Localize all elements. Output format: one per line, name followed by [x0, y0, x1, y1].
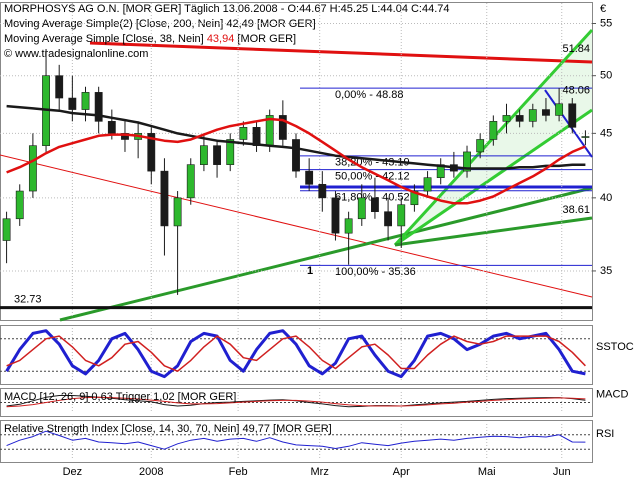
support-label: 32.73	[14, 294, 42, 306]
panel-legend: Relative Strength Index [Close, 14, 30, …	[4, 423, 332, 435]
unit: €	[600, 3, 606, 15]
candle-body	[226, 139, 235, 165]
candle-body	[2, 218, 11, 241]
candle-body	[213, 145, 221, 165]
wave-label: 1	[307, 265, 313, 277]
candle-body	[568, 103, 577, 128]
x-tick-label: Apr	[393, 466, 410, 478]
trend-line	[394, 216, 593, 247]
candle-body	[397, 204, 406, 227]
candle-body	[476, 139, 485, 153]
rsi-panel	[0, 420, 593, 463]
x-tick-label: Dez	[63, 466, 83, 478]
candle-body	[318, 184, 327, 199]
x-tick-label: 2008	[139, 466, 163, 478]
candle-body	[199, 145, 208, 165]
source: © www.tradesignalonline.com	[4, 48, 148, 60]
candle-body	[515, 115, 524, 122]
candle-body	[384, 211, 393, 227]
x-tick-label: Feb	[229, 466, 248, 478]
x-tick-label: Mai	[478, 466, 496, 478]
series-line	[6, 430, 586, 450]
legend-value: 43,94	[207, 33, 235, 45]
y-tick-label: 55	[600, 17, 612, 29]
panel-label: RSI	[596, 428, 614, 440]
panel-legend: MACD [12, 26, 9] 0,63 Trigger 1,02 [MOR …	[4, 391, 236, 403]
panel-label: MACD	[596, 388, 628, 400]
series-line	[6, 335, 586, 372]
series-line	[6, 104, 586, 170]
candle-body	[173, 197, 182, 227]
fib-label: 50,00% - 42.12	[335, 170, 410, 182]
chart-title: MORPHOSYS AG O.N. [MOR GER] Täglich 13.0…	[4, 3, 450, 15]
series-line	[6, 396, 586, 408]
series-line	[5, 329, 586, 379]
legend-name: Moving Average Simple [Close, 38, Nein]	[4, 33, 204, 45]
fib-label: 0,00% - 48.88	[335, 89, 404, 101]
candle-body	[542, 109, 550, 116]
candle-body	[463, 151, 471, 172]
candle-body	[292, 139, 300, 172]
legend-suffix: [MOR GER]	[257, 18, 316, 30]
candle-body	[344, 218, 353, 234]
candle-body	[252, 127, 261, 146]
candle-body	[502, 115, 511, 122]
candle-body	[55, 75, 64, 99]
x-tick-label: Jun	[553, 466, 571, 478]
trend-line	[59, 186, 593, 322]
y-tick-label: 50	[600, 70, 612, 82]
legend-entry: Moving Average Simple(2) [Close, 200, Ne…	[4, 18, 316, 30]
fib-label: 38,20% - 43.19	[335, 157, 410, 169]
level-label: 38.61	[562, 204, 590, 216]
candle-body	[331, 197, 340, 234]
candle-body	[410, 190, 419, 206]
legend-name: Moving Average Simple(2) [Close, 200, Ne…	[4, 18, 223, 30]
candle-body	[489, 121, 498, 140]
candle-body	[28, 145, 37, 192]
y-tick-label: 45	[600, 127, 612, 139]
trend-line	[0, 154, 593, 298]
candle-body	[107, 121, 116, 134]
candle-body	[305, 170, 314, 185]
candle-body	[371, 197, 379, 213]
candle-body	[81, 92, 90, 110]
candle-body	[68, 97, 77, 110]
candle-body	[94, 92, 103, 122]
fib-label: 100,00% - 35.36	[335, 266, 416, 278]
legend-suffix: [MOR GER]	[237, 33, 296, 45]
level-label: 51.84	[562, 43, 590, 55]
candle-body	[555, 103, 564, 116]
candle-body	[186, 164, 195, 199]
title: MORPHOSYS AG O.N. [MOR GER]	[4, 3, 181, 15]
series-line	[6, 117, 586, 205]
candle-body	[581, 136, 590, 138]
y-tick-label: 35	[600, 265, 612, 277]
y-tick-label: 40	[600, 192, 612, 204]
candle-body	[147, 133, 156, 172]
candle-body	[160, 170, 169, 227]
level-label: 48.06	[562, 84, 590, 96]
trend-line	[394, 108, 593, 247]
candle-body	[528, 109, 537, 122]
trend-line	[89, 41, 593, 64]
candle-body	[239, 127, 248, 140]
candle-body	[423, 177, 432, 192]
candle-body	[357, 197, 366, 220]
x-tick-label: Mrz	[311, 466, 329, 478]
legend: MORPHOSYS AG O.N. [MOR GER] Täglich 13.0…	[4, 3, 606, 60]
legend-entry: Moving Average Simple [Close, 38, Nein] …	[4, 33, 296, 45]
panel-label: SSTOC	[596, 341, 634, 353]
candle-body	[15, 190, 24, 220]
subtitle: Täglich 13.06.2008 - O:44.67 H:45.25 L:4…	[184, 3, 449, 15]
candle-body	[278, 115, 287, 140]
